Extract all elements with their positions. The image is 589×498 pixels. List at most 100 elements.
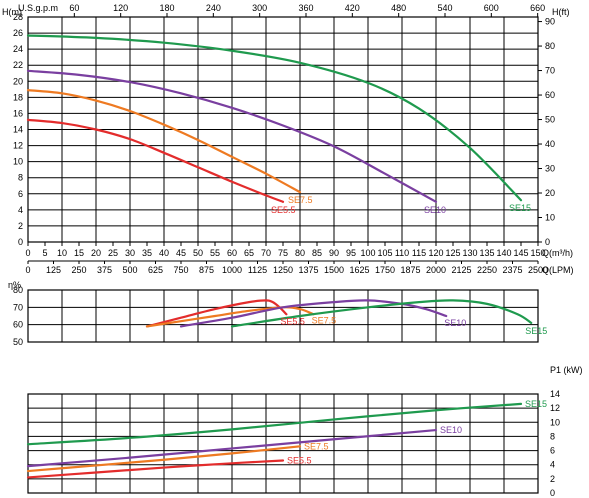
power-label-se5-5: SE5.5 — [287, 455, 312, 465]
head-curve-se7-5 — [26, 89, 302, 194]
head-ylabel-right: H(ft) — [552, 7, 570, 17]
head-xtick: 40 — [159, 248, 169, 258]
lpm-tick: 2000 — [426, 265, 446, 275]
power-curve-se15 — [26, 402, 523, 446]
head-top-tick: 300 — [252, 3, 267, 13]
lpm-tick: 625 — [148, 265, 163, 275]
head-ytick-left: 24 — [13, 44, 23, 54]
head-xtick: 120 — [428, 248, 443, 258]
head-xtick: 65 — [244, 248, 254, 258]
head-xtick: 95 — [346, 248, 356, 258]
eff-ytick: 50 — [13, 337, 23, 347]
lpm-tick: 1125 — [248, 265, 267, 275]
power-ytick: 6 — [550, 446, 555, 456]
head-xtick: 45 — [176, 248, 186, 258]
head-xtick: 10 — [57, 248, 67, 258]
power-label-se7-5: SE7.5 — [304, 441, 329, 451]
lpm-tick: 1000 — [222, 265, 242, 275]
head-xtick: 25 — [108, 248, 118, 258]
lpm-tick: 2125 — [451, 265, 471, 275]
head-ytick-left: 4 — [18, 205, 23, 215]
head-ytick-right: 0 — [545, 237, 550, 247]
head-xtick: 0 — [25, 248, 30, 258]
grid-layer — [27, 13, 542, 494]
head-ytick-right: 10 — [545, 213, 555, 223]
lpm-tick: 125 — [46, 265, 61, 275]
head-xtick: 105 — [377, 248, 392, 258]
eff-frame — [27, 289, 539, 343]
head-ytick-right: 20 — [545, 188, 555, 198]
head-xtick: 110 — [395, 248, 409, 258]
lpm-tick: 1375 — [298, 265, 318, 275]
head-ytick-left: 22 — [13, 60, 23, 70]
power-curve-se5-5 — [26, 459, 285, 479]
power-ytick: 4 — [550, 460, 555, 470]
head-ytick-left: 12 — [13, 141, 23, 151]
eff-curve-se15 — [230, 299, 533, 328]
power-curve-se10 — [26, 428, 438, 468]
eff-curve-se10 — [179, 299, 448, 328]
head-top-tick: 420 — [345, 3, 360, 13]
lpm-tick: 1875 — [400, 265, 420, 275]
head-ytick-left: 8 — [18, 173, 23, 183]
head-xtick: 15 — [74, 248, 84, 258]
head-top-tick: 600 — [484, 3, 499, 13]
head-xtick: 50 — [193, 248, 203, 258]
eff-curve-se7-5 — [145, 306, 315, 328]
head-xtick: 135 — [479, 248, 494, 258]
head-xtick: 30 — [125, 248, 135, 258]
head-ytick-left: 10 — [13, 157, 23, 167]
head-curve-se5-5 — [26, 118, 285, 203]
eff-ytick: 60 — [13, 320, 23, 330]
head-top-tick: 540 — [437, 3, 452, 13]
head-ytick-left: 20 — [13, 76, 23, 86]
head-xtick: 130 — [462, 248, 477, 258]
power-label-se15: SE15 — [525, 399, 547, 409]
lpm-tick: 1625 — [349, 265, 369, 275]
head-xtick: 140 — [496, 248, 511, 258]
head-ytick-right: 70 — [545, 66, 555, 76]
head-ytick-right: 80 — [545, 41, 555, 51]
head-xtick: 145 — [513, 248, 528, 258]
head-xtick: 100 — [360, 248, 375, 258]
head-xtick: 70 — [261, 248, 271, 258]
power-ytick: 10 — [550, 417, 560, 427]
head-ytick-left: 14 — [13, 125, 23, 135]
head-top-tick: 660 — [530, 3, 545, 13]
head-top-tick: 180 — [159, 3, 174, 13]
eff-label-se15: SE15 — [525, 326, 547, 336]
head-xtick: 80 — [295, 248, 305, 258]
eff-ytick: 80 — [13, 285, 23, 295]
lpm-tick: 250 — [71, 265, 86, 275]
eff-ytick: 70 — [13, 302, 23, 312]
head-ytick-left: 6 — [18, 189, 23, 199]
head-xtick: 55 — [210, 248, 220, 258]
lpm-tick: 2250 — [477, 265, 497, 275]
eff-label-se10: SE10 — [444, 318, 466, 328]
lpm-tick: 875 — [199, 265, 214, 275]
head-xtick: 35 — [142, 248, 152, 258]
lpm-tick: 1750 — [375, 265, 395, 275]
head-top-axis-label: U.S.g.p.m — [18, 3, 58, 13]
head-xtick: 90 — [329, 248, 339, 258]
head-ytick-right: 90 — [545, 17, 555, 27]
power-ylabel: P1 (kW) — [550, 365, 583, 375]
curves-layer — [26, 34, 533, 479]
head-ylabel-left: H(m) — [2, 7, 22, 17]
head-xtick: 75 — [278, 248, 288, 258]
head-ytick-right: 60 — [545, 90, 555, 100]
head-top-tick: 240 — [206, 3, 221, 13]
head-top-tick: 60 — [69, 3, 79, 13]
lpm-tick: 1250 — [273, 265, 293, 275]
power-ytick: 8 — [550, 431, 555, 441]
lpm-tick: 750 — [173, 265, 188, 275]
head-top-tick: 360 — [298, 3, 313, 13]
power-ytick: 14 — [550, 389, 560, 399]
head-ytick-right: 30 — [545, 164, 555, 174]
head-ytick-left: 2 — [18, 221, 23, 231]
lpm-tick: 2500 — [528, 265, 548, 275]
head-xtick: 85 — [312, 248, 322, 258]
lpm-tick: 2375 — [502, 265, 522, 275]
head-ytick-left: 28 — [13, 12, 23, 22]
eff-label-se7-5: SE7.5 — [312, 315, 337, 325]
